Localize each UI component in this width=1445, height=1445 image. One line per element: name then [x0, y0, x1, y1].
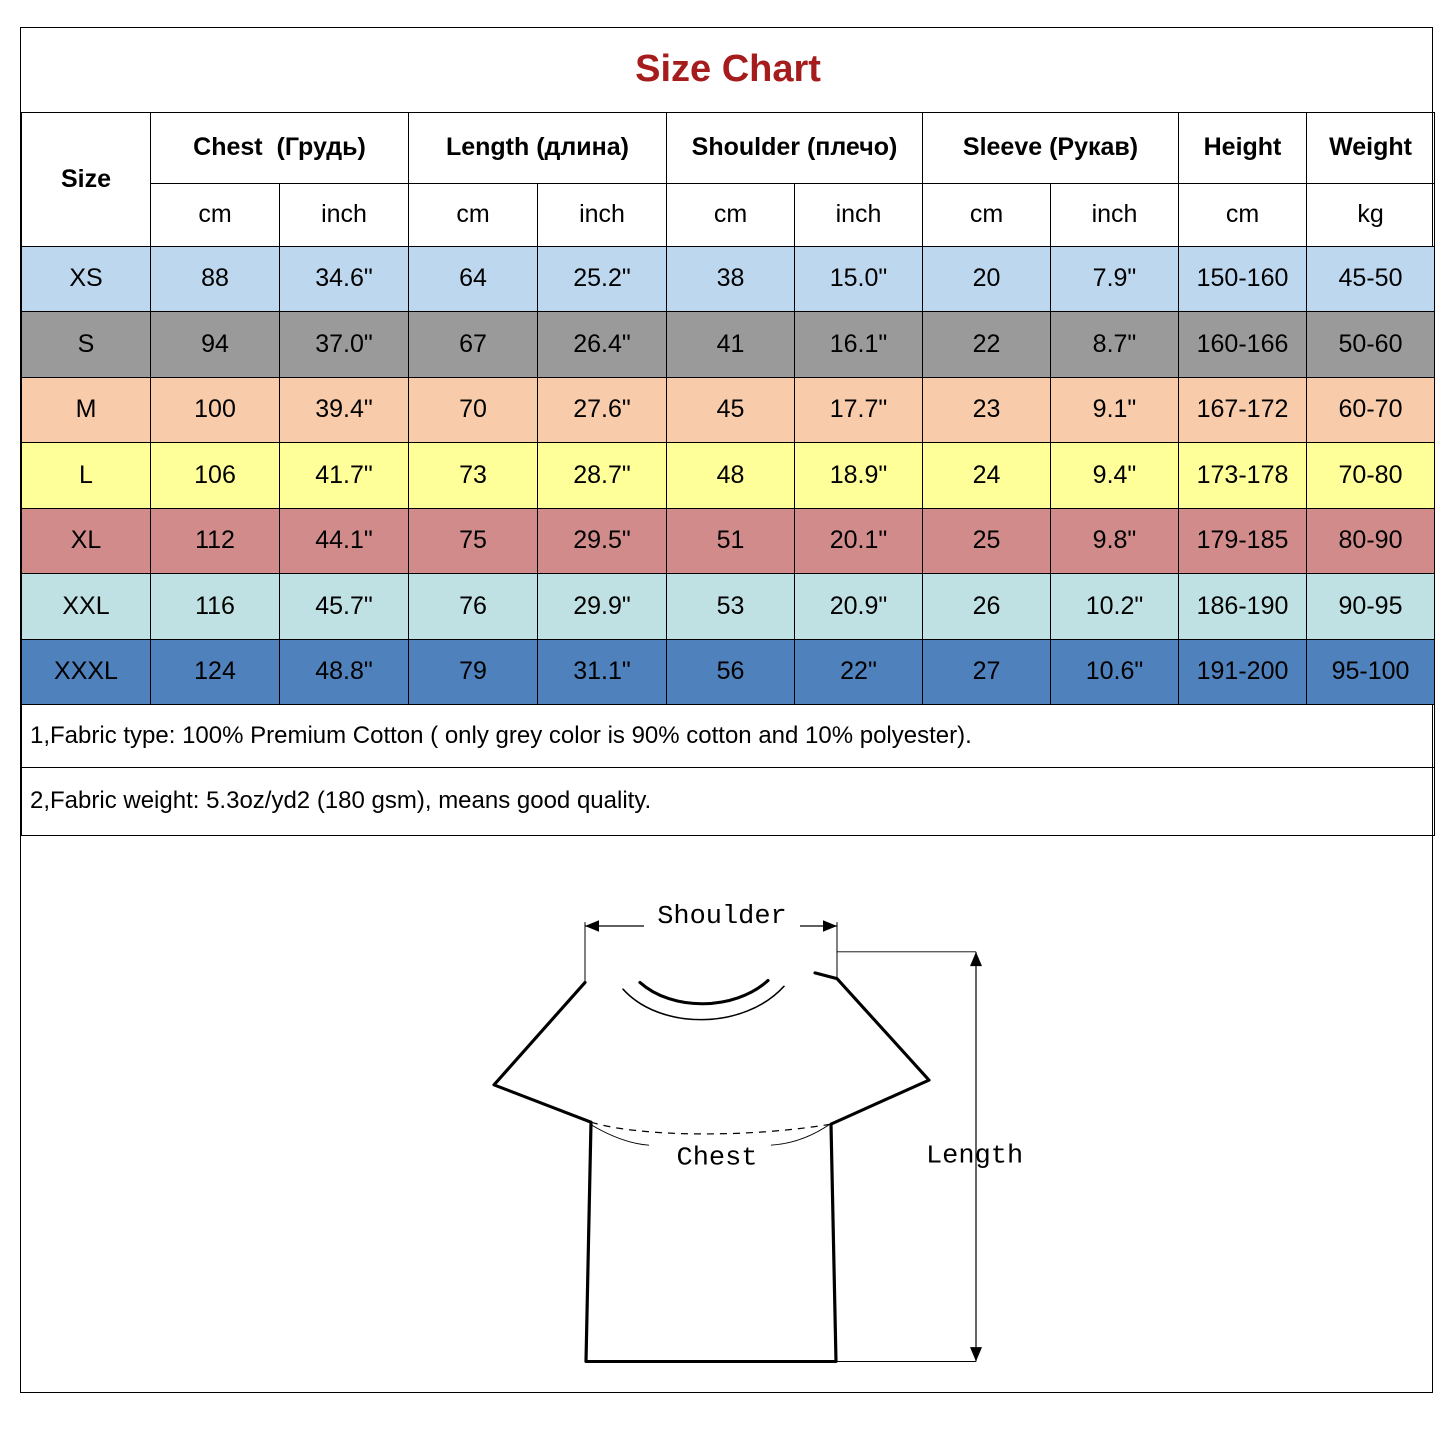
svg-text:Length: Length [926, 1140, 1023, 1169]
svg-text:Chest: Chest [676, 1142, 757, 1171]
svg-text:Shoulder: Shoulder [657, 901, 787, 930]
